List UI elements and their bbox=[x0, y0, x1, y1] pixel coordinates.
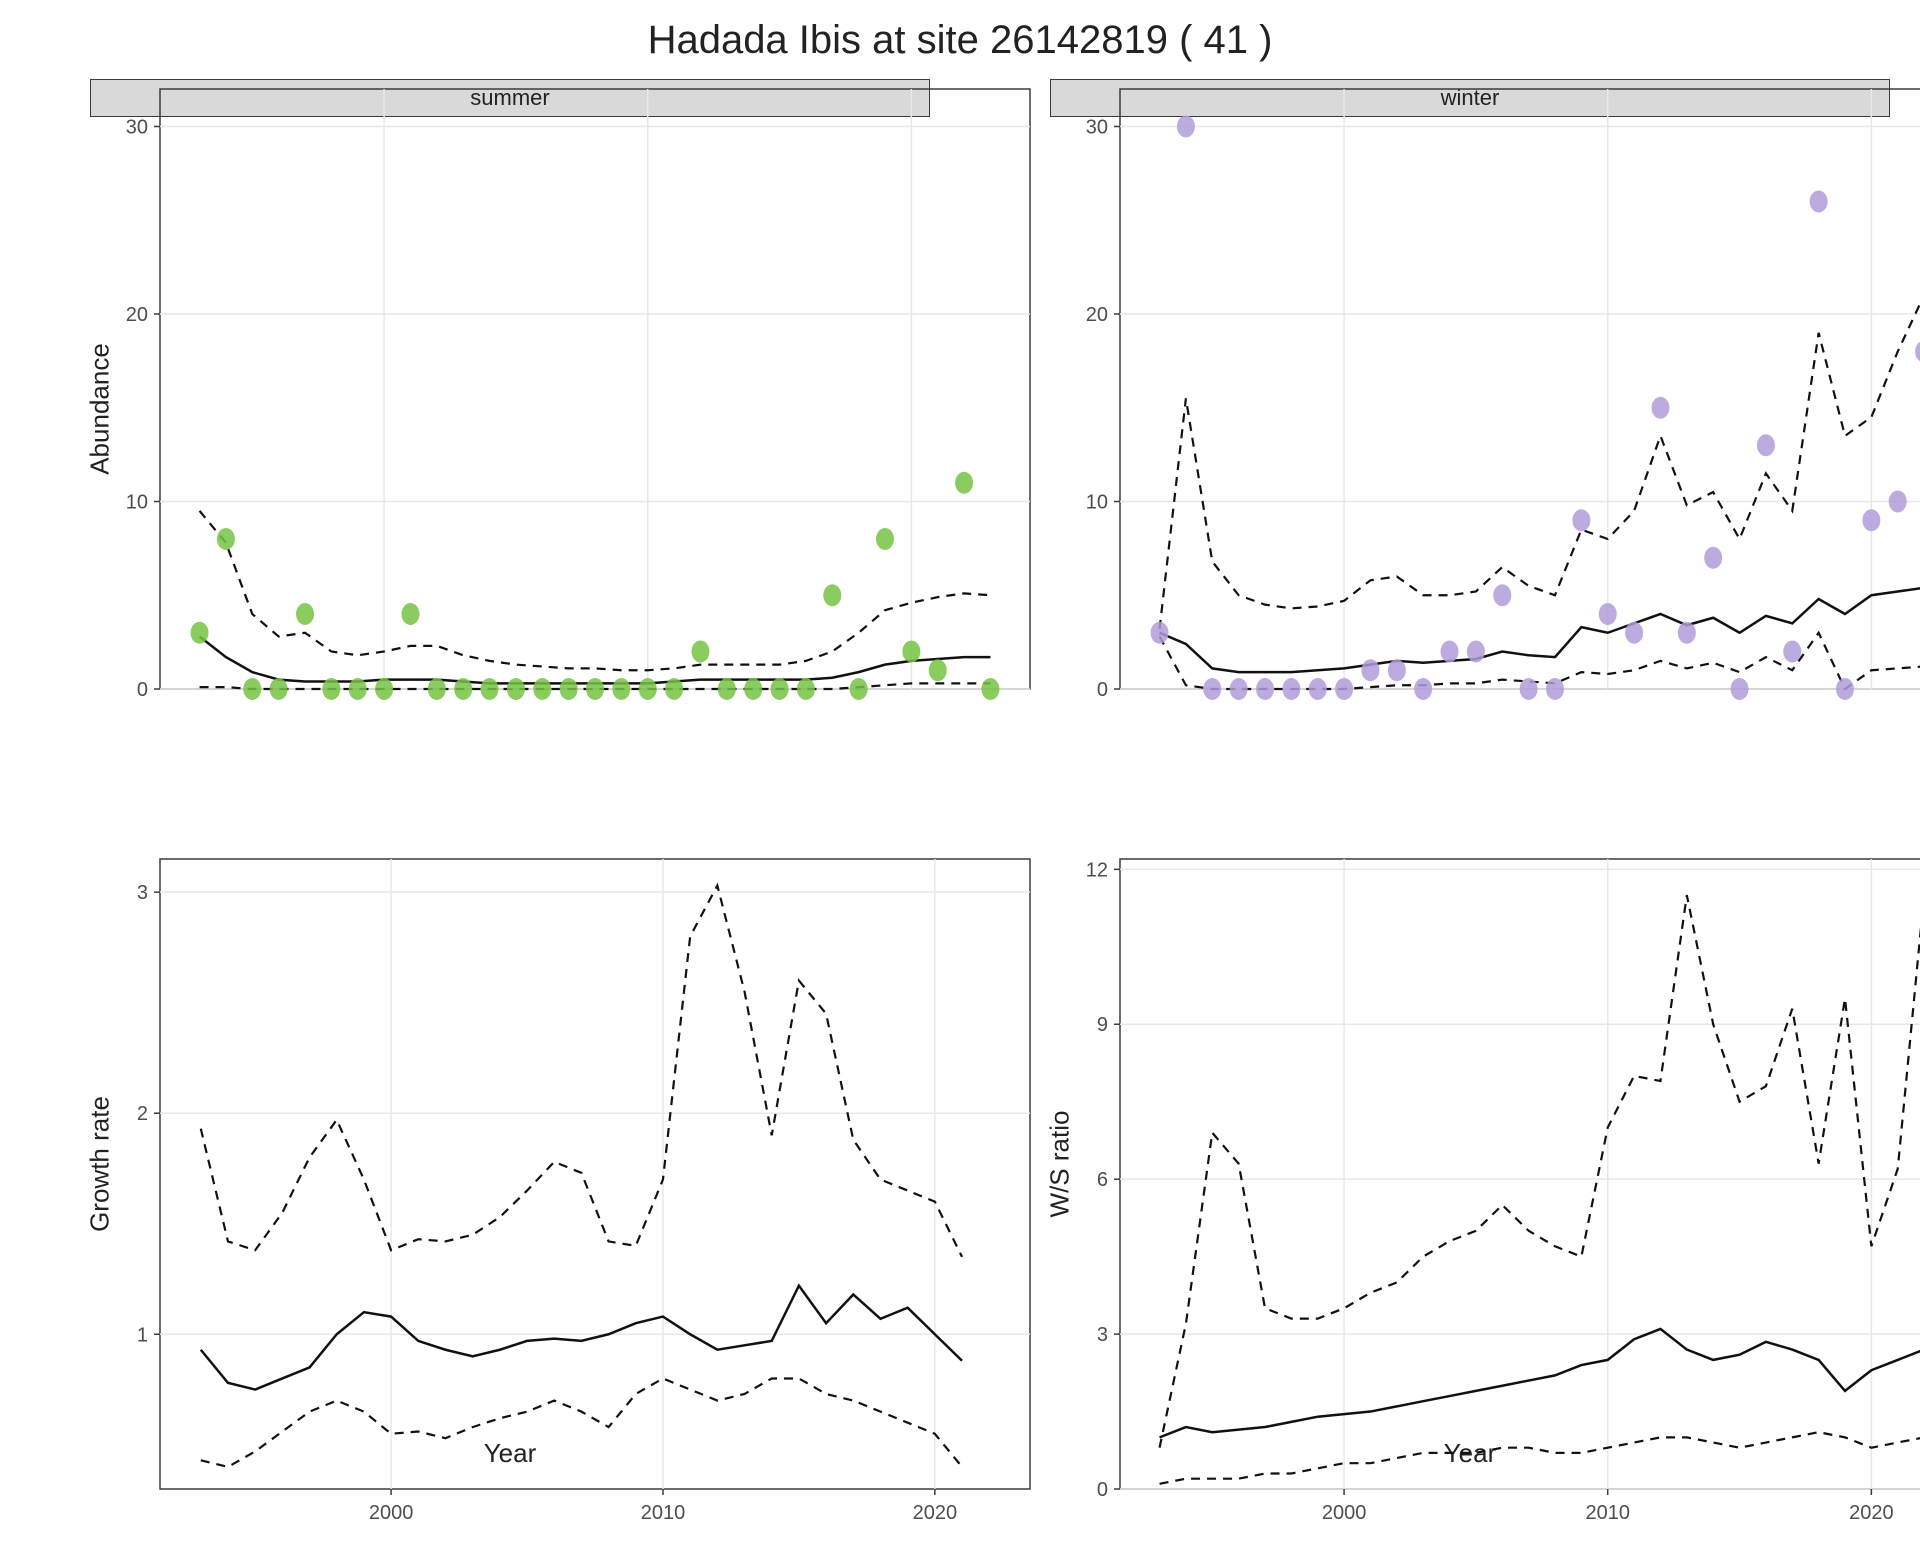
svg-text:6: 6 bbox=[1097, 1169, 1108, 1191]
svg-text:2020: 2020 bbox=[913, 1502, 958, 1524]
svg-summer-chart[interactable]: 0 10 20 30 bbox=[90, 79, 1050, 749]
svg-growth-chart[interactable]: 1 2 3 2000 2010 2020 bbox=[90, 849, 1050, 1549]
svg-text:0: 0 bbox=[1097, 1479, 1108, 1501]
plot-area-winter[interactable]: 0 10 20 30 bbox=[1050, 79, 1890, 739]
svg-text:12: 12 bbox=[1086, 859, 1108, 881]
svg-text:2020: 2020 bbox=[1849, 1502, 1894, 1524]
plot-area-ws-ratio[interactable]: W/S ratio Year 0 3 6 9 12 2000 2010 2020 bbox=[1050, 849, 1890, 1479]
svg-text:30: 30 bbox=[1086, 117, 1108, 139]
svg-text:2000: 2000 bbox=[369, 1502, 414, 1524]
svg-text:10: 10 bbox=[126, 492, 148, 514]
panel-ws-ratio: W/S ratio Year 0 3 6 9 12 2000 2010 2020 bbox=[960, 809, 1920, 1549]
panel-grid: summer Abundance 0 10 20 30 winter 0 10 20 30 … bbox=[0, 69, 1920, 1549]
svg-text:20: 20 bbox=[1086, 304, 1108, 326]
svg-text:2: 2 bbox=[137, 1103, 148, 1125]
figure-root: Hadada Ibis at site 26142819 ( 41 ) summ… bbox=[0, 0, 1920, 1560]
svg-text:1: 1 bbox=[137, 1324, 148, 1346]
chart-title: Hadada Ibis at site 26142819 ( 41 ) bbox=[0, 0, 1920, 69]
svg-text:30: 30 bbox=[126, 117, 148, 139]
svg-text:9: 9 bbox=[1097, 1014, 1108, 1036]
svg-text:2010: 2010 bbox=[1585, 1502, 1630, 1524]
svg-ws-chart[interactable]: 0 3 6 9 12 2000 2010 2020 bbox=[1050, 849, 1920, 1549]
svg-text:0: 0 bbox=[137, 679, 148, 701]
svg-text:2000: 2000 bbox=[1322, 1502, 1367, 1524]
svg-text:0: 0 bbox=[1097, 679, 1108, 701]
svg-text:2010: 2010 bbox=[641, 1502, 686, 1524]
plot-area-growth-rate[interactable]: Growth rate Year 1 2 3 2000 2010 2020 bbox=[90, 849, 930, 1479]
svg-text:20: 20 bbox=[126, 304, 148, 326]
panel-summer: summer Abundance 0 10 20 30 bbox=[0, 69, 960, 809]
svg-winter-chart[interactable]: 0 10 20 30 bbox=[1050, 79, 1920, 749]
svg-text:3: 3 bbox=[137, 882, 148, 904]
svg-text:3: 3 bbox=[1097, 1324, 1108, 1346]
panel-winter: winter 0 10 20 30 bbox=[960, 69, 1920, 809]
svg-text:10: 10 bbox=[1086, 492, 1108, 514]
plot-area-summer[interactable]: Abundance 0 10 20 30 bbox=[90, 79, 930, 739]
panel-growth-rate: Growth rate Year 1 2 3 2000 2010 2020 bbox=[0, 809, 960, 1549]
